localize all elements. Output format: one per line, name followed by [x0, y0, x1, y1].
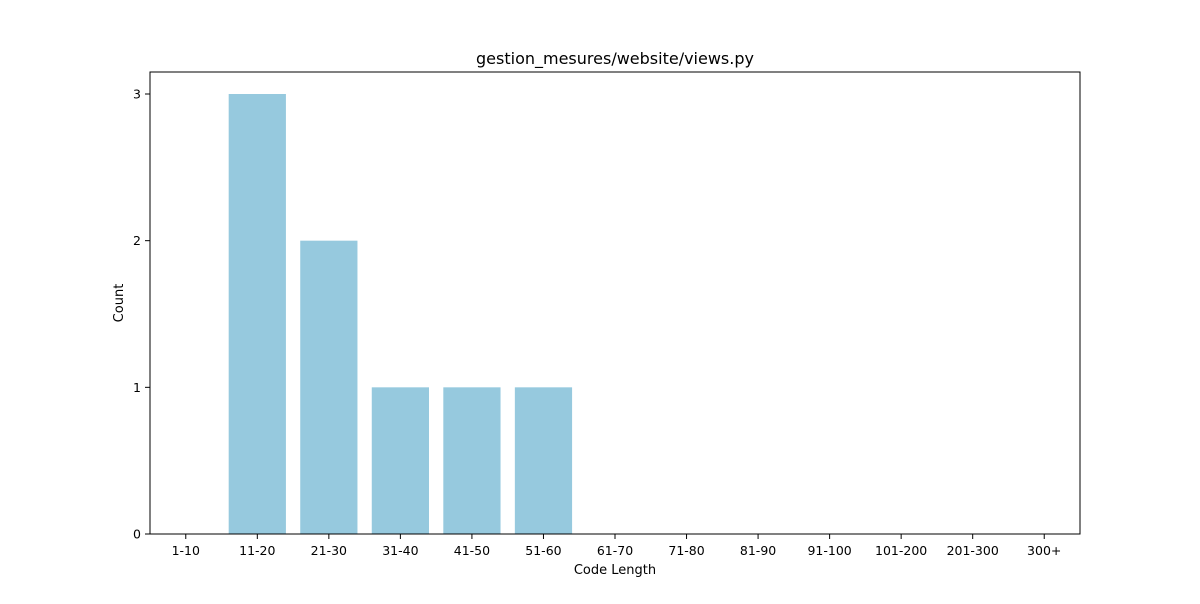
- x-axis-label: Code Length: [574, 563, 656, 578]
- y-tick-label: 2: [133, 233, 141, 248]
- x-tick-label: 81-90: [740, 543, 776, 558]
- x-tick-label: 41-50: [454, 543, 490, 558]
- y-axis-label: Count: [112, 284, 127, 323]
- bars-layer: [228, 94, 573, 535]
- x-tick-label: 31-40: [382, 543, 418, 558]
- x-tick-label: 300+: [1027, 543, 1061, 558]
- bar-31-40: [371, 387, 429, 534]
- chart-title: gestion_mesures/website/views.py: [476, 49, 754, 69]
- x-tick-label: 11-20: [239, 543, 275, 558]
- plot-area-background: [150, 72, 1080, 534]
- x-tick-label: 61-70: [597, 543, 633, 558]
- y-tick-label: 0: [133, 527, 141, 542]
- bar-41-50: [443, 387, 501, 534]
- bar-11-20: [228, 94, 286, 534]
- y-axis-ticks: 0 1 2 3: [133, 87, 150, 542]
- x-tick-label: 51-60: [525, 543, 561, 558]
- x-tick-label: 91-100: [807, 543, 851, 558]
- y-tick-label: 1: [133, 380, 141, 395]
- x-tick-label: 101-200: [875, 543, 927, 558]
- x-tick-label: 71-80: [668, 543, 704, 558]
- bar-51-60: [514, 387, 573, 534]
- plot-area-frame: [149, 71, 1081, 535]
- x-axis-ticks: 1-10 11-20 21-30 31-40 41-50 51-60 61-70 71-80 8…: [172, 534, 1061, 558]
- x-tick-label: 1-10: [172, 543, 200, 558]
- x-tick-label: 21-30: [311, 543, 347, 558]
- x-tick-label: 201-300: [947, 543, 999, 558]
- bar-21-30: [300, 240, 358, 535]
- y-tick-label: 3: [133, 87, 141, 102]
